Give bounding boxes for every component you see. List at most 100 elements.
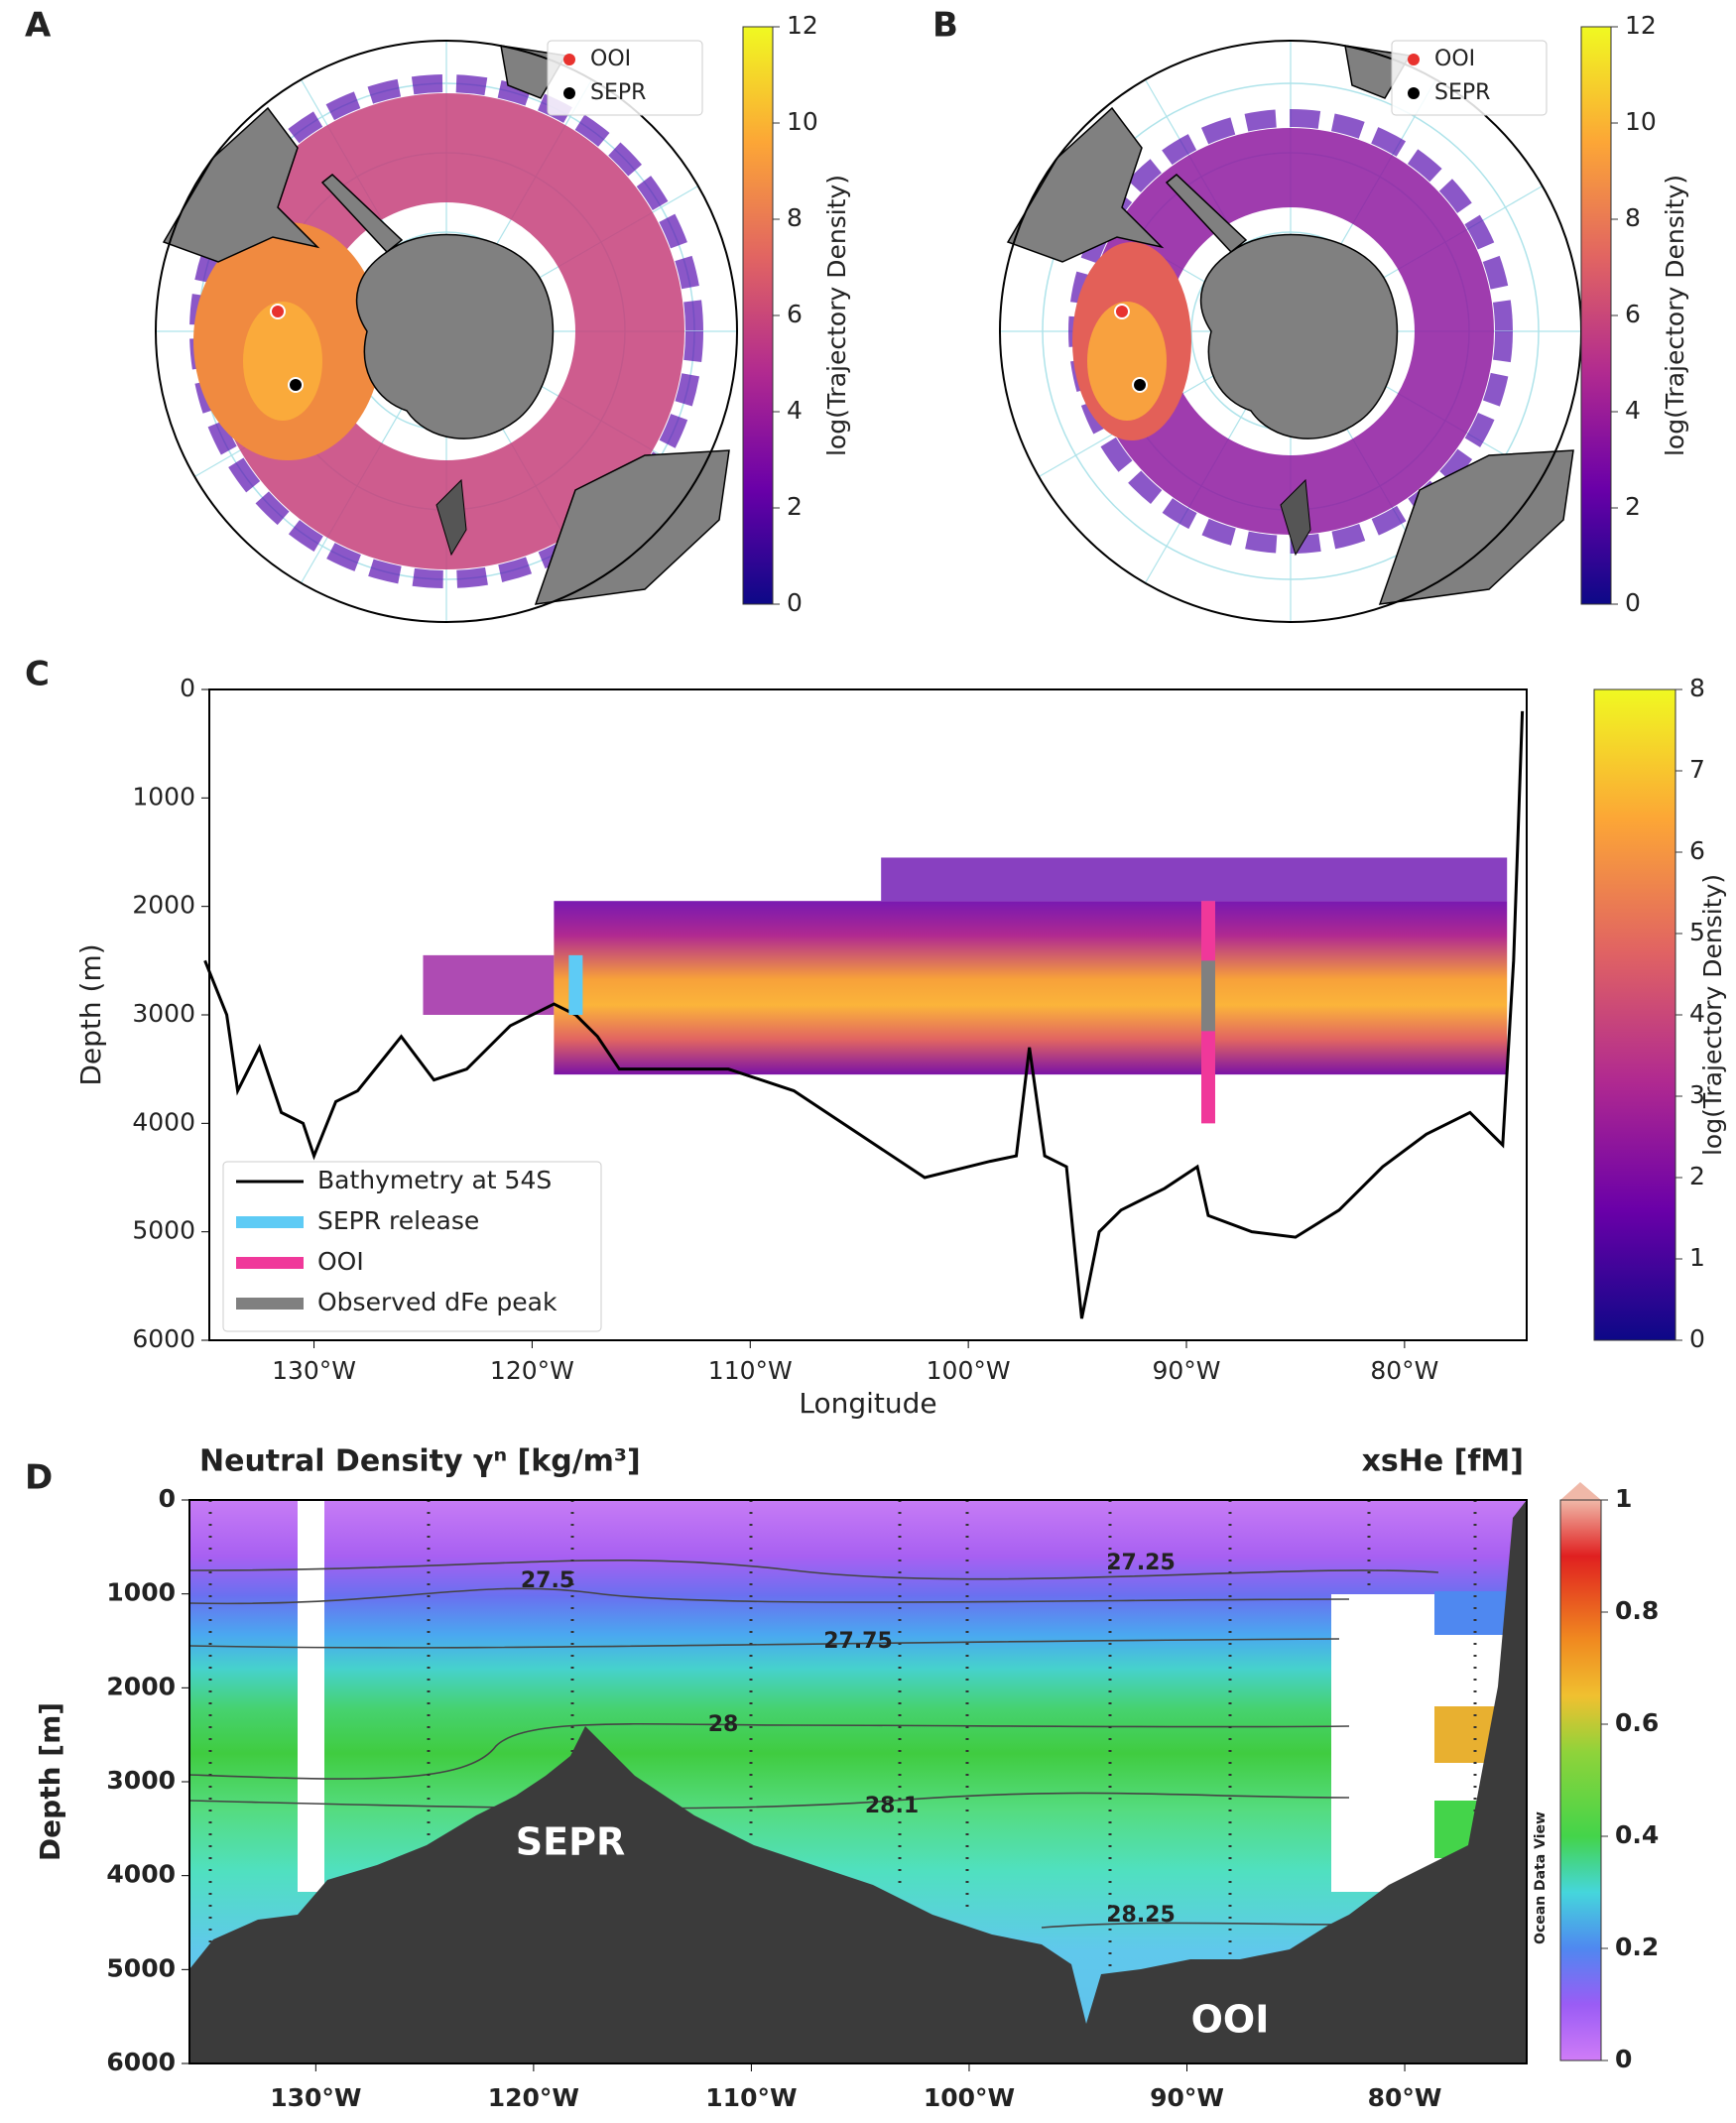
annotation: OOI xyxy=(1191,1998,1270,2042)
land xyxy=(435,478,467,557)
legend-label: Bathymetry at 54S xyxy=(317,1166,552,1194)
legend-marker xyxy=(1408,87,1420,99)
colorbar-tick-label: 2 xyxy=(1625,492,1641,521)
colorbar-tick-label: 0.6 xyxy=(1615,1708,1659,1737)
y-tick-label: 4000 xyxy=(132,1107,195,1136)
x-tick-label: 90°W xyxy=(1152,1356,1220,1385)
y-tick-label: 5000 xyxy=(106,1953,176,1982)
colorbar-tick-label: 1 xyxy=(1615,1484,1632,1513)
colorbar-tick-label: 0 xyxy=(1615,2045,1632,2073)
contour-label: 28.25 xyxy=(1106,1903,1176,1928)
contour-label: 27.75 xyxy=(823,1629,893,1654)
colorbar-tick-label: 12 xyxy=(1625,11,1657,40)
y-tick-label: 5000 xyxy=(132,1216,195,1245)
site-marker xyxy=(270,304,286,319)
colorbar-tick-label: 4 xyxy=(1689,999,1705,1028)
legend-label: OOI xyxy=(1434,47,1475,71)
y-axis-label: Depth [m] xyxy=(34,1702,66,1861)
colorbar-tick-label: 6 xyxy=(787,300,803,328)
colorbar xyxy=(1559,1499,1602,2061)
panel-label: C xyxy=(25,655,50,694)
legend-marker xyxy=(563,87,575,99)
colorbar-tick-label: 8 xyxy=(1625,203,1641,232)
density-core-bright xyxy=(243,302,322,421)
density-core-bright xyxy=(1087,302,1167,421)
x-axis-label: Longitude xyxy=(799,1387,936,1420)
legend-marker xyxy=(1408,54,1420,65)
colorbar-label: log(Trajectory Density) xyxy=(1698,874,1727,1156)
colorbar-tick-label: 5 xyxy=(1689,918,1705,946)
density-ring-edge xyxy=(189,74,703,588)
land xyxy=(1378,449,1574,605)
y-tick-label: 0 xyxy=(180,674,195,702)
legend-box xyxy=(547,40,703,116)
y-tick-label: 0 xyxy=(159,1484,176,1513)
colorbar-tick-label: 8 xyxy=(1689,674,1705,702)
colorbar-tick-label: 8 xyxy=(787,203,803,232)
colorbar-tick-label: 0.4 xyxy=(1615,1820,1659,1849)
x-tick-label: 130°W xyxy=(270,2083,361,2112)
colorbar-tick-label: 7 xyxy=(1689,755,1705,784)
annotation: SEPR xyxy=(516,1820,625,1864)
colorbar-tick-label: 2 xyxy=(1689,1162,1705,1190)
contour-label: 27.25 xyxy=(1106,1551,1176,1575)
colorbar-tick-label: 0 xyxy=(787,588,803,617)
colorbar-tick-label: 0.8 xyxy=(1615,1596,1659,1625)
colorbar-tick-label: 0 xyxy=(1689,1324,1705,1353)
y-tick-label: 3000 xyxy=(132,999,195,1028)
x-tick-label: 110°W xyxy=(705,2083,797,2112)
contour-label: 28.1 xyxy=(865,1794,919,1818)
land xyxy=(1165,174,1399,439)
polar-map: OOI SEPR xyxy=(155,40,738,623)
contour-label: 28 xyxy=(708,1712,739,1737)
section-field xyxy=(189,1500,1527,2063)
land xyxy=(1280,478,1311,557)
panel-label: D xyxy=(25,1458,53,1498)
site-marker xyxy=(288,377,304,393)
y-axis-label: Depth (m) xyxy=(74,943,107,1085)
land xyxy=(1006,106,1165,263)
colorbar-tick-label: 2 xyxy=(787,492,803,521)
colorbar-tick-label: 12 xyxy=(787,11,818,40)
colorbar-extension xyxy=(1560,1482,1601,1500)
y-tick-label: 3000 xyxy=(106,1766,176,1795)
panel-label: A xyxy=(25,6,52,46)
x-tick-label: 120°W xyxy=(488,2083,579,2112)
site-marker xyxy=(1114,304,1130,319)
map-outline xyxy=(155,40,738,623)
legend-marker xyxy=(563,54,575,65)
site-marker xyxy=(1132,377,1148,393)
legend-box xyxy=(222,1161,602,1332)
bathymetry-line xyxy=(203,710,1525,1319)
title-right: xsHe [fM] xyxy=(1362,1444,1524,1479)
y-tick-label: 2000 xyxy=(106,1672,176,1700)
land xyxy=(534,449,730,605)
polar-map: OOI SEPR xyxy=(999,40,1582,623)
colorbar-tick-label: 4 xyxy=(1625,396,1641,425)
x-tick-label: 80°W xyxy=(1370,1356,1438,1385)
colorbar-tick-label: 0 xyxy=(1625,588,1641,617)
legend-label: SEPR release xyxy=(317,1206,479,1235)
x-tick-label: 100°W xyxy=(924,2083,1015,2112)
y-tick-label: 1000 xyxy=(106,1578,176,1607)
density-plume xyxy=(881,857,1508,902)
y-tick-label: 2000 xyxy=(132,891,195,920)
x-tick-label: 80°W xyxy=(1368,2083,1442,2112)
x-tick-label: 90°W xyxy=(1150,2083,1224,2112)
colorbar-tick-label: 0.2 xyxy=(1615,1933,1659,1961)
colorbar-label: log(Trajectory Density) xyxy=(1661,175,1689,456)
y-tick-label: 4000 xyxy=(106,1860,176,1889)
colorbar-tick-label: 10 xyxy=(1625,107,1657,136)
legend-label: OOI xyxy=(590,47,631,71)
colorbar-tick-label: 6 xyxy=(1625,300,1641,328)
x-tick-label: 120°W xyxy=(490,1356,574,1385)
legend-label: SEPR xyxy=(590,80,646,105)
panel-label: B xyxy=(932,6,958,46)
colorbar-tick-label: 1 xyxy=(1689,1243,1705,1272)
land xyxy=(162,106,320,263)
annotation: Ocean Data View xyxy=(1533,1811,1549,1944)
colorbar-tick-label: 4 xyxy=(787,396,803,425)
density-plume xyxy=(554,901,1508,1075)
colorbar xyxy=(742,26,774,605)
